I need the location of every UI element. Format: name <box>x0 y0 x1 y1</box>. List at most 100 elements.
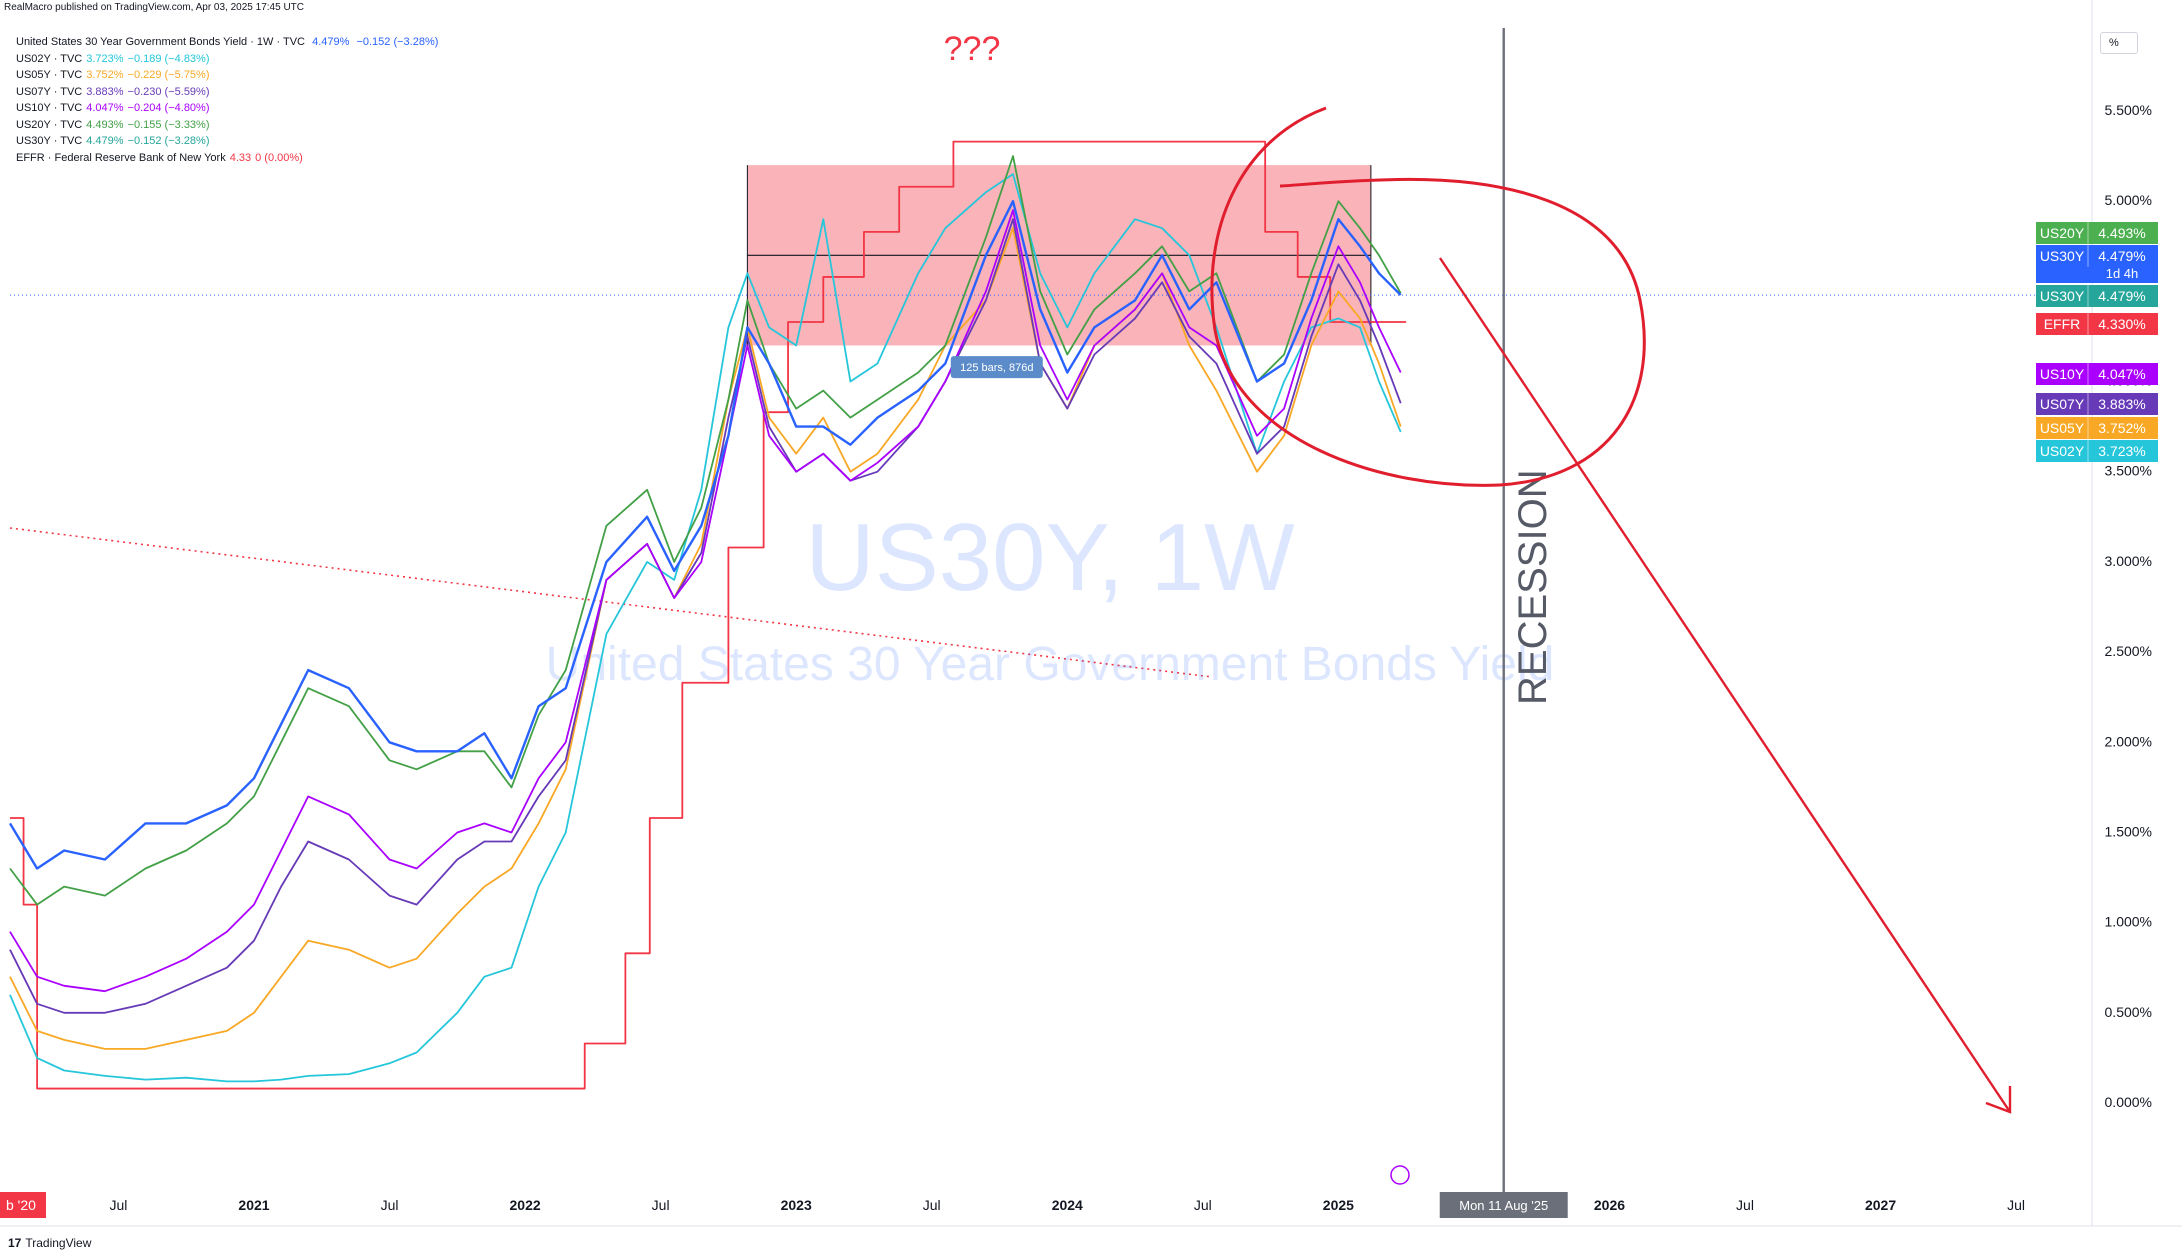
x-tick-label: 2023 <box>781 1197 812 1213</box>
x-tick-label: Jul <box>381 1197 399 1213</box>
y-tick-label: 1.000% <box>2105 914 2152 930</box>
y-tick-label: 5.500% <box>2105 102 2152 118</box>
y-tick-label: 2.000% <box>2105 733 2152 749</box>
legend-name: US10Y · TVC <box>16 102 83 114</box>
y-tick-label: 0.500% <box>2105 1004 2152 1020</box>
legend-change: 0 (0.00%) <box>255 151 303 164</box>
y-tick-label: 3.500% <box>2105 463 2152 479</box>
date-marker-bg <box>1439 1192 1568 1218</box>
range-label: 125 bars, 876d <box>960 362 1033 374</box>
legend-row[interactable]: EFFR · Federal Reserve Bank of New York 4… <box>16 150 438 167</box>
x-tick-label: 2025 <box>1323 1197 1354 1213</box>
legend-change: −0.155 (−3.33%) <box>127 118 210 131</box>
x-tick-label: Jul <box>109 1197 127 1213</box>
price-tag-label: US10Y <box>2040 366 2085 382</box>
price-tag-us30y[interactable]: US30Y 4.479% 1d 4h <box>2036 245 2158 283</box>
price-tag-label: US30Y <box>2040 248 2085 264</box>
publish-header: RealMacro published on TradingView.com, … <box>4 2 304 13</box>
price-tag-label: US05Y <box>2040 420 2085 436</box>
price-tag-value: 3.723% <box>2098 443 2145 459</box>
price-tag-label: US30Y <box>2040 288 2085 304</box>
price-tag-effr[interactable]: EFFR 4.330% <box>2036 313 2158 335</box>
legend-change: −0.229 (−5.75%) <box>127 69 210 81</box>
price-tag-value: 4.493% <box>2098 225 2145 241</box>
price-tag-us07y[interactable]: US07Y 3.883% <box>2036 393 2158 415</box>
legend-value: 3.752% <box>86 69 124 81</box>
legend-name: United States 30 Year Government Bonds Y… <box>16 36 306 48</box>
legend-row[interactable]: US20Y · TVC 4.493% −0.155 (−3.33%) <box>16 117 438 134</box>
price-tag-bg <box>2036 363 2158 385</box>
legend-value: 4.493% <box>86 118 124 131</box>
legend-row[interactable]: US07Y · TVC 3.883% −0.230 (−5.59%) <box>16 84 438 101</box>
watermark-symbol: US30Y, 1W <box>805 504 1295 611</box>
date-marker: Mon 11 Aug '25 <box>1459 1198 1548 1213</box>
legend-name: EFFR · Federal Reserve Bank of New York <box>16 151 226 164</box>
footer: 17 TradingView <box>8 1236 91 1250</box>
recession-label: RECESSION <box>1511 469 1555 705</box>
price-tag-us10y[interactable]: US10Y 4.047% <box>2036 363 2158 385</box>
legend-row[interactable]: US02Y · TVC 3.723% −0.189 (−4.83%) <box>16 51 438 68</box>
x-tick-label: Jul <box>2007 1197 2025 1213</box>
price-tag-us02y[interactable]: US02Y 3.723% <box>2036 440 2158 462</box>
price-tag-bg <box>2036 440 2158 462</box>
price-tag-value: 4.479% <box>2098 288 2145 304</box>
x-tick-label: Jul <box>923 1197 941 1213</box>
price-tag-us30y[interactable]: US30Y 4.479% <box>2036 285 2158 307</box>
x-tick-label: 2021 <box>238 1197 269 1213</box>
price-tag-bg <box>2036 393 2158 415</box>
legend-value: 3.723% <box>86 52 124 65</box>
x-tick-label: 2024 <box>1052 1197 1083 1213</box>
events-icon <box>1390 1165 1410 1185</box>
price-tag-bg <box>2036 222 2158 244</box>
legend-value: 4.33 <box>229 151 252 164</box>
price-tag-label: US20Y <box>2040 225 2085 241</box>
price-tag-value: 4.330% <box>2098 316 2145 332</box>
legend-name: US05Y · TVC <box>16 69 83 81</box>
price-tag-bg <box>2036 313 2158 335</box>
legend-name: US07Y · TVC <box>16 85 83 98</box>
price-tag-value: 4.479% <box>2098 248 2145 264</box>
price-tag-us20y[interactable]: US20Y 4.493% <box>2036 222 2158 244</box>
price-tag-countdown: 1d 4h <box>2106 266 2139 281</box>
legend-name: US02Y · TVC <box>16 52 83 65</box>
x-tick-label: Jul <box>652 1197 670 1213</box>
y-tick-label: 5.000% <box>2105 192 2152 208</box>
price-tag-value: 4.047% <box>2098 366 2145 382</box>
legend-row[interactable]: US30Y · TVC 4.479% −0.152 (−3.28%) <box>16 133 438 150</box>
legend-value: 3.883% <box>86 85 124 98</box>
x-start-marker <box>0 1192 46 1218</box>
x-tick-label: b '20 <box>6 1197 36 1213</box>
percent-scale-button[interactable]: % <box>2100 32 2138 54</box>
down-arrow-line <box>1439 257 2011 1113</box>
x-tick-label: 2026 <box>1594 1197 1625 1213</box>
footer-logo-text[interactable]: TradingView <box>25 1236 92 1250</box>
x-tick-label: Jul <box>1194 1197 1212 1213</box>
legend-row[interactable]: US05Y · TVC 3.752% −0.229 (−5.75%) <box>16 67 438 84</box>
series-line-us07y <box>9 218 1402 1014</box>
legend-row[interactable]: US10Y · TVC 4.047% −0.204 (−4.80%) <box>16 100 438 117</box>
price-tag-bg <box>2036 285 2158 307</box>
legend-row-main[interactable]: United States 30 Year Government Bonds Y… <box>16 34 438 51</box>
price-tag-label: US02Y <box>2040 443 2085 459</box>
down-arrow-head <box>1985 1086 2012 1114</box>
legend-name: US30Y · TVC <box>16 135 83 147</box>
price-tag-label: US07Y <box>2040 396 2085 412</box>
question-annotation: ??? <box>944 30 1001 68</box>
price-tag-value: 3.883% <box>2098 396 2145 412</box>
x-tick-label: 2027 <box>1865 1197 1896 1213</box>
range-label-bg <box>950 356 1043 379</box>
x-tick-label: Jul <box>1736 1197 1754 1213</box>
price-tag-value: 3.752% <box>2098 420 2145 436</box>
legend: United States 30 Year Government Bonds Y… <box>16 34 438 166</box>
plot-area: US30Y, 1W United States 30 Year Governmen… <box>0 0 2182 1227</box>
y-tick-label: 3.000% <box>2105 553 2152 569</box>
y-tick-label: 2.500% <box>2105 643 2152 659</box>
price-tag-bg <box>2036 245 2158 283</box>
legend-value: 4.479% <box>312 36 350 48</box>
legend-change: −0.230 (−5.59%) <box>127 85 210 98</box>
legend-change: −0.189 (−4.83%) <box>127 52 210 65</box>
price-tag-us05y[interactable]: US05Y 3.752% <box>2036 417 2158 439</box>
y-tick-label: 1.500% <box>2105 823 2152 839</box>
tradingview-logo-icon[interactable]: 17 <box>8 1236 22 1250</box>
